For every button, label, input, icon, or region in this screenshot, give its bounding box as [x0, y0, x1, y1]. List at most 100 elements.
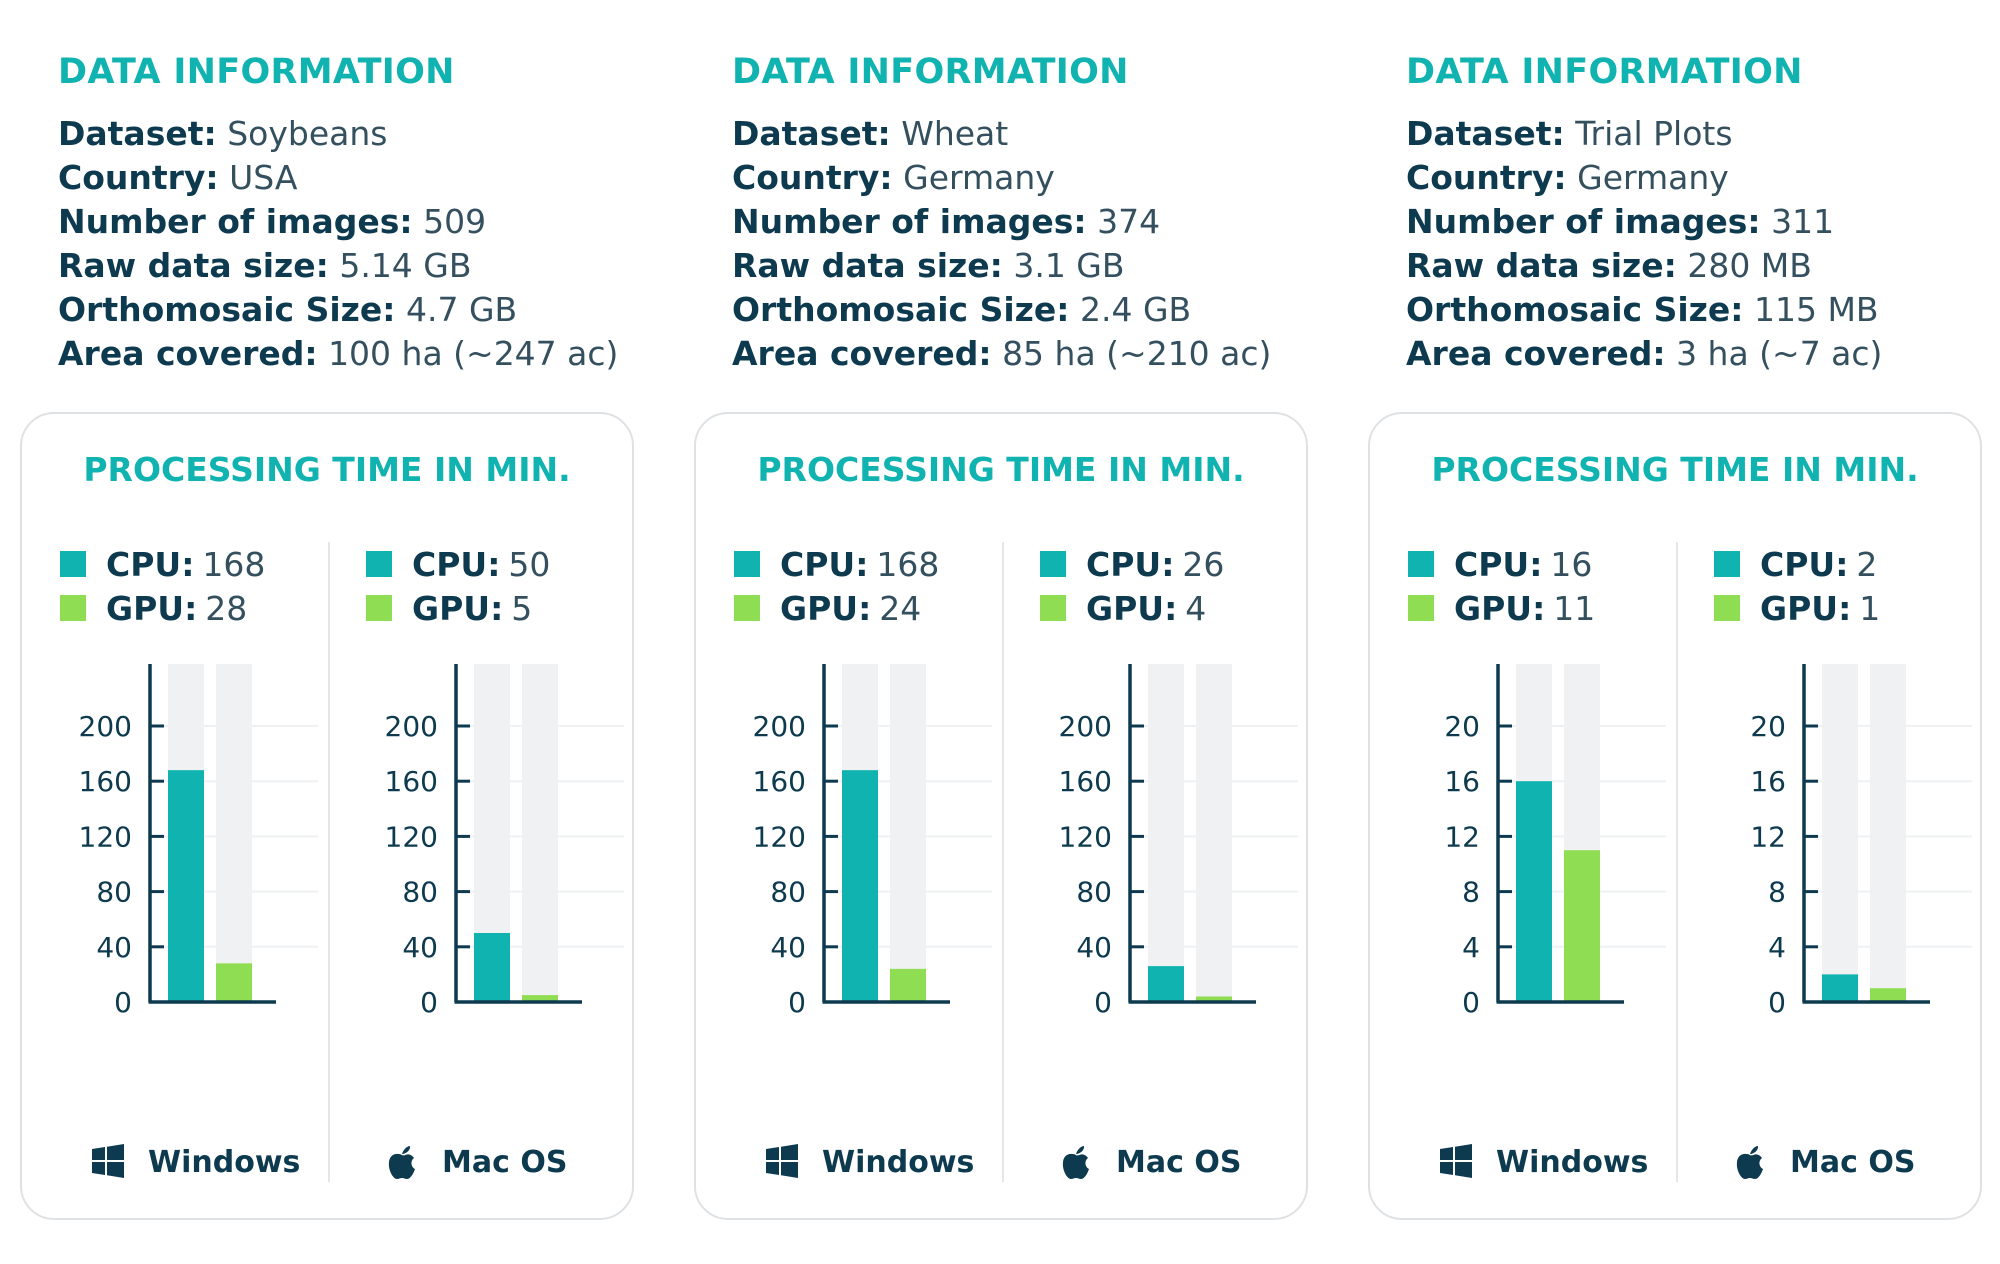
legend-gpu: GPU: 1 — [1714, 586, 1880, 630]
y-tick-label: 0 — [788, 986, 806, 1019]
y-tick-label: 120 — [753, 820, 806, 853]
info-label: Raw data size: — [1406, 246, 1677, 285]
info-value-area: 3 ha (~7 ac) — [1676, 334, 1883, 373]
legend-cpu: CPU: 2 — [1714, 542, 1877, 586]
legend-gpu: GPU: 24 — [734, 586, 921, 630]
info-row-raw-size: Raw data size: 5.14 GB — [58, 244, 618, 288]
info-value-dataset: Wheat — [901, 114, 1009, 153]
legend-cpu: CPU: 26 — [1040, 542, 1224, 586]
legend-value-cpu: 168 — [202, 544, 266, 584]
info-row-images: Number of images: 509 — [58, 200, 618, 244]
info-title: DATA INFORMATION — [732, 52, 1129, 92]
legend-cpu: CPU: 16 — [1408, 542, 1592, 586]
y-tick-label: 120 — [385, 820, 438, 853]
legend-value-gpu: 4 — [1185, 588, 1207, 628]
bar-chart: 0 4 8 12 16 20 — [1750, 664, 1972, 1019]
info-row-country: Country: Germany — [732, 156, 1271, 200]
info-value-ortho-size: 4.7 GB — [405, 290, 518, 329]
legend-cpu: CPU: 168 — [60, 542, 265, 586]
gpu-swatch — [1040, 595, 1066, 621]
bar-chart: 0 40 80 120 160 200 — [385, 664, 624, 1019]
windows-icon — [762, 1142, 802, 1182]
legend-value-cpu: 2 — [1856, 544, 1878, 584]
info-label: Country: — [732, 158, 893, 197]
apple-icon — [382, 1142, 422, 1182]
info-label: Area covered: — [1406, 334, 1666, 373]
os-label-row: Mac OS — [382, 1140, 567, 1184]
info-value-area: 85 ha (~210 ac) — [1002, 334, 1272, 373]
legend-label-cpu: CPU: — [1454, 544, 1543, 584]
info-title: DATA INFORMATION — [58, 52, 455, 92]
gpu-bar — [1196, 996, 1232, 1002]
os-label-row: Windows — [1436, 1140, 1648, 1184]
macos-panel: CPU: 50 GPU: 5 0 40 80 120 160 200 Mac OS — [328, 414, 634, 1214]
legend-label-cpu: CPU: — [1086, 544, 1175, 584]
os-name: Windows — [1496, 1144, 1649, 1180]
info-value-raw-size: 5.14 GB — [339, 246, 472, 285]
gpu-bar — [522, 995, 558, 1002]
cpu-swatch — [60, 551, 86, 577]
cpu-swatch — [1714, 551, 1740, 577]
legend-label-cpu: CPU: — [780, 544, 869, 584]
y-tick-label: 0 — [1768, 986, 1786, 1019]
os-label-row: Mac OS — [1056, 1140, 1241, 1184]
legend-label-gpu: GPU: — [1086, 588, 1178, 628]
y-tick-label: 160 — [385, 765, 438, 798]
cpu-bar — [474, 933, 510, 1002]
y-tick-label: 200 — [1059, 710, 1112, 743]
gpu-bar — [1870, 988, 1906, 1002]
y-tick-label: 80 — [96, 876, 132, 909]
legend-label-gpu: GPU: — [780, 588, 872, 628]
legend-gpu: GPU: 5 — [366, 586, 532, 630]
legend-cpu: CPU: 50 — [366, 542, 550, 586]
info-label: Number of images: — [58, 202, 413, 241]
y-tick-label: 4 — [1462, 931, 1480, 964]
info-list: Dataset: Soybeans Country: USA Number of… — [58, 112, 618, 376]
y-tick-label: 0 — [1094, 986, 1112, 1019]
info-value-images: 509 — [423, 202, 487, 241]
bar-chart: 0 4 8 12 16 20 — [1444, 664, 1666, 1019]
info-label: Country: — [1406, 158, 1567, 197]
info-row-country: Country: Germany — [1406, 156, 1882, 200]
y-tick-label: 40 — [770, 931, 806, 964]
bar-track — [1196, 664, 1232, 1002]
windows-icon — [88, 1142, 128, 1182]
processing-time-card: PROCESSING TIME IN MIN. CPU: 16 GPU: 11 … — [1368, 412, 1982, 1220]
info-row-dataset: Dataset: Soybeans — [58, 112, 618, 156]
info-label: Orthomosaic Size: — [1406, 290, 1744, 329]
info-list: Dataset: Trial Plots Country: Germany Nu… — [1406, 112, 1882, 376]
bar-chart: 0 40 80 120 160 200 — [1059, 664, 1298, 1019]
os-name: Mac OS — [442, 1144, 568, 1180]
info-row-ortho-size: Orthomosaic Size: 2.4 GB — [732, 288, 1271, 332]
info-value-country: Germany — [1577, 158, 1729, 197]
bar-track — [1148, 664, 1184, 1002]
legend-label-gpu: GPU: — [412, 588, 504, 628]
cpu-bar — [1516, 781, 1552, 1002]
card-title: PROCESSING TIME IN MIN. — [757, 450, 1245, 489]
processing-time-card: PROCESSING TIME IN MIN. CPU: 168 GPU: 28… — [20, 412, 634, 1220]
legend-label-cpu: CPU: — [412, 544, 501, 584]
cpu-swatch — [1408, 551, 1434, 577]
info-value-raw-size: 280 MB — [1687, 246, 1812, 285]
y-tick-label: 80 — [1076, 876, 1112, 909]
y-tick-label: 16 — [1750, 765, 1786, 798]
gpu-bar — [1564, 850, 1600, 1002]
windows-icon — [1436, 1142, 1476, 1182]
info-row-ortho-size: Orthomosaic Size: 115 MB — [1406, 288, 1882, 332]
cpu-bar — [168, 770, 204, 1002]
y-tick-label: 16 — [1444, 765, 1480, 798]
info-row-raw-size: Raw data size: 3.1 GB — [732, 244, 1271, 288]
gpu-swatch — [366, 595, 392, 621]
dataset-column-soybeans: DATA INFORMATION Dataset: Soybeans Count… — [0, 0, 640, 1264]
legend-label-cpu: CPU: — [1760, 544, 1849, 584]
panel-divider — [1676, 542, 1678, 1182]
os-label-row: Mac OS — [1730, 1140, 1915, 1184]
y-tick-label: 120 — [1059, 820, 1112, 853]
macos-panel: CPU: 2 GPU: 1 0 4 8 12 16 20 Mac OS — [1676, 414, 1982, 1214]
os-name: Mac OS — [1116, 1144, 1242, 1180]
info-row-area: Area covered: 85 ha (~210 ac) — [732, 332, 1271, 376]
gpu-bar — [216, 963, 252, 1002]
windows-panel: CPU: 16 GPU: 11 0 4 8 12 16 20 Windows — [1370, 414, 1676, 1214]
os-name: Windows — [822, 1144, 975, 1180]
info-row-area: Area covered: 3 ha (~7 ac) — [1406, 332, 1882, 376]
